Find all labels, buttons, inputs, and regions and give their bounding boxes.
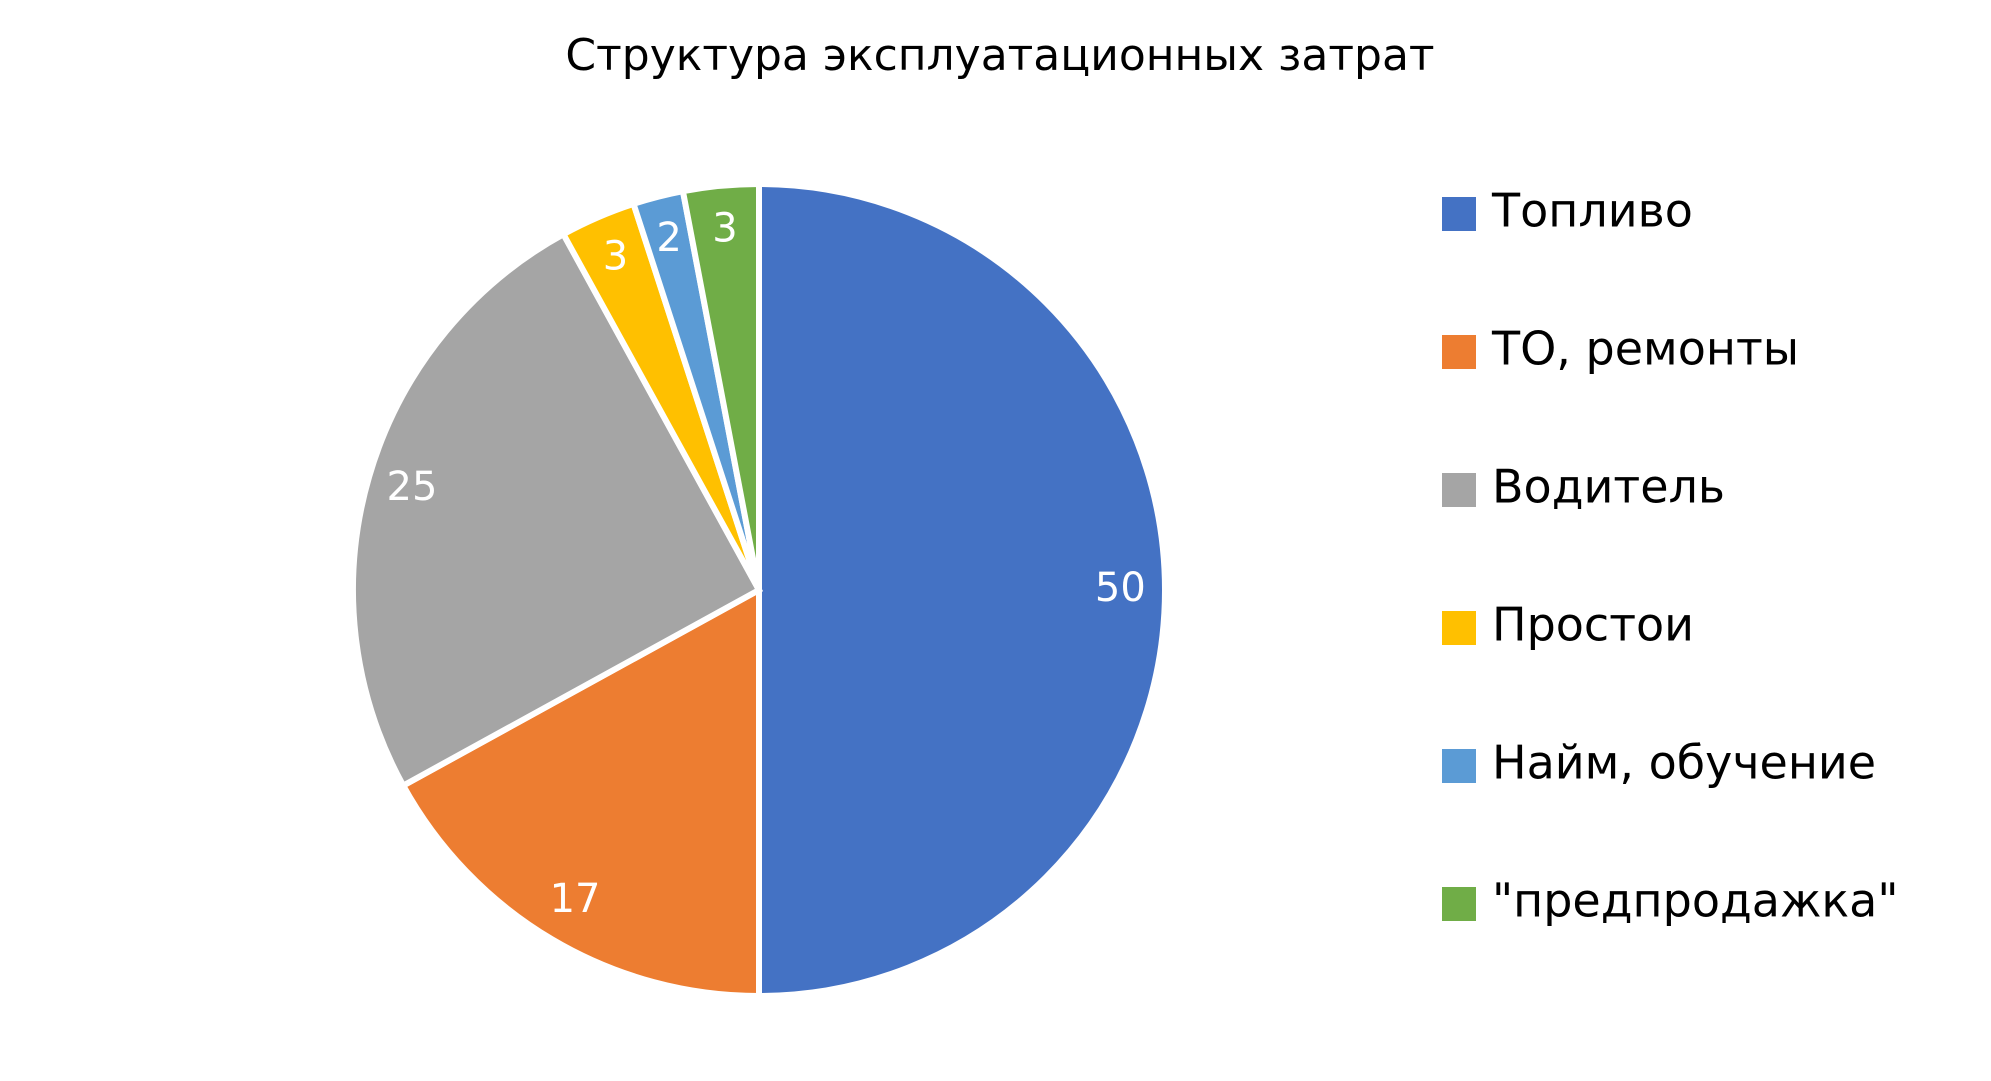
data-label: 3 [603,233,628,279]
data-label: 17 [550,876,601,922]
legend-label: Простои [1492,598,1694,652]
legend-label: ТО, ремонты [1491,322,1799,376]
legend-swatch [1442,749,1476,783]
data-label: 3 [712,205,737,251]
data-label: 25 [387,464,438,510]
legend-swatch [1442,473,1476,507]
legend-swatch [1442,197,1476,231]
legend-swatch [1442,335,1476,369]
pie-slice [679,180,762,591]
data-label: 50 [1095,565,1146,611]
pie-slice [756,180,1168,1000]
legend-label: Водитель [1492,460,1725,514]
data-label: 2 [656,215,681,261]
legend-label: "предпродажка" [1492,874,1899,928]
legend-label: Найм, обучение [1492,736,1876,790]
pie-slice [350,230,764,790]
pie-slice [399,584,762,1000]
chart-title: Структура эксплуатационных затрат [565,30,1434,81]
legend-label: Топливо [1491,184,1693,238]
legend-swatch [1442,611,1476,645]
legend-swatch [1442,887,1476,921]
